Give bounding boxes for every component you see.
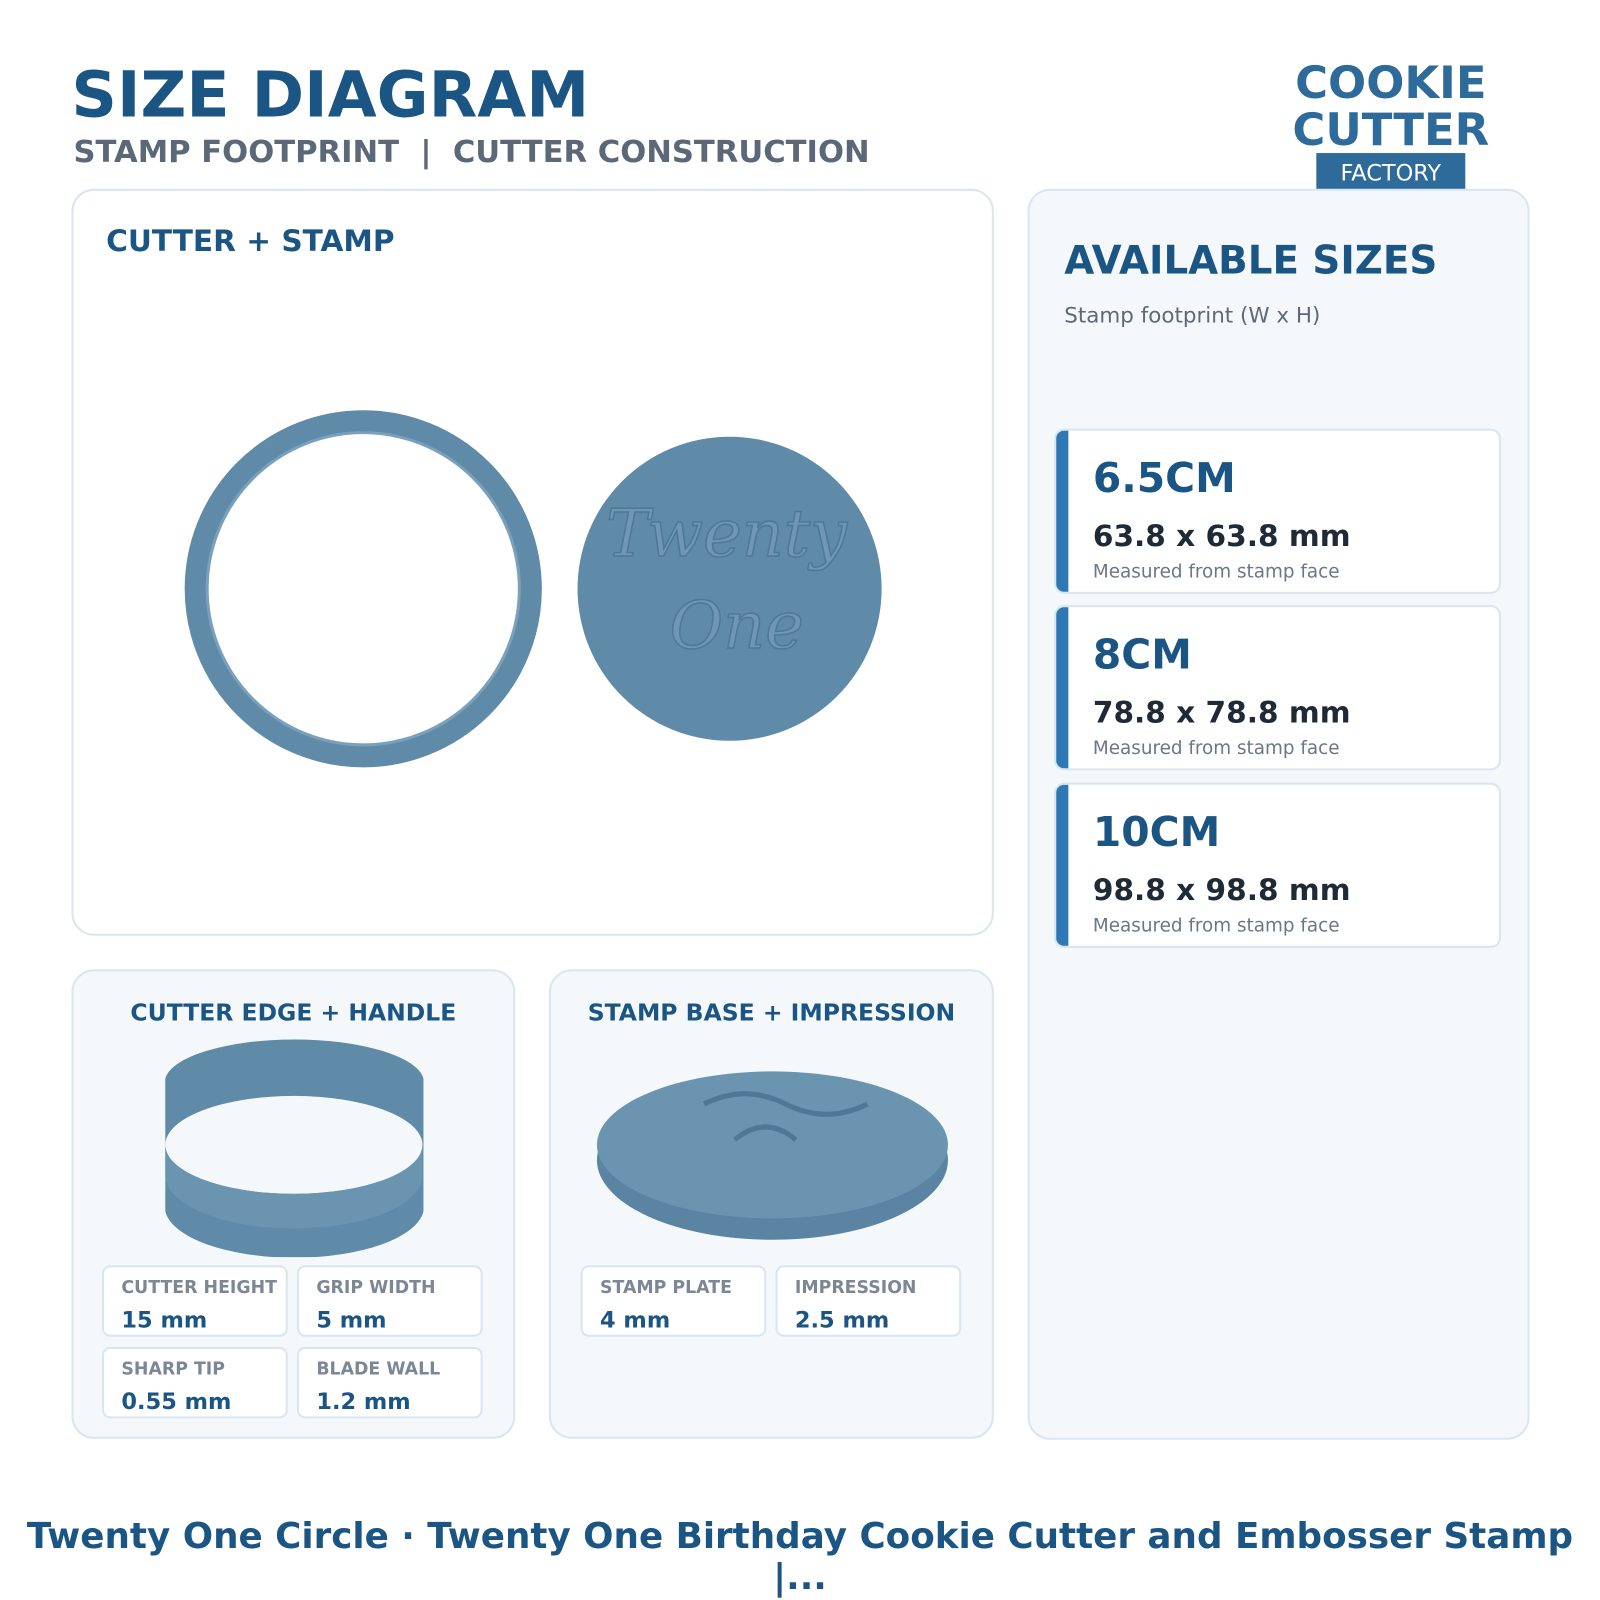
cutter-ring-inner [205,431,521,747]
size-card: 8CM 78.8 x 78.8 mm Measured from stamp fac… [1054,605,1502,771]
panel-title: CUTTER EDGE + HANDLE [130,999,457,1027]
size-name: 6.5CM [1092,455,1236,503]
logo-line: COOKIE [1295,56,1486,109]
logo-line: CUTTER [1292,103,1489,156]
spec-value: 5 mm [316,1308,387,1334]
spec-label: IMPRESSION [794,1277,917,1298]
stamp-impression [702,1091,869,1142]
cutter-ring [184,410,542,768]
cutter-stamp-view: Twenty One [184,410,882,768]
cutter-inner [165,1095,423,1194]
footer-text: Twenty One Circle · Twenty One Birthday … [26,1516,1574,1598]
spec-value: 4 mm [599,1308,671,1334]
card-accent [1056,784,1069,946]
spec-label: STAMP PLATE [599,1277,732,1298]
logo-badge-bg [1316,153,1466,190]
card-accent [1056,430,1069,592]
panel-title: CUTTER + STAMP [106,223,395,259]
spec-box: BLADE WALL 1.2 mm [296,1346,483,1419]
stamp-engraving: One [670,588,804,664]
card-accent [1056,607,1069,769]
page-subtitle: STAMP FOOTPRINT | CUTTER CONSTRUCTION [73,134,870,171]
size-dimensions: 98.8 x 98.8 mm [1092,872,1351,908]
cutter-front [165,1144,423,1229]
size-note: Measured from stamp face [1092,561,1340,583]
cutter-panel: CUTTER EDGE + HANDLE [71,969,516,1439]
stamp-3d-view [596,1071,948,1240]
spec-box: CUTTER HEIGHT 15 mm [102,1265,288,1337]
logo: COOKIE CUTTER FACTORY [1291,55,1490,190]
page-title: SIZE DIAGRAM [71,57,590,132]
cutter-3d-view [165,1039,424,1258]
spec-value: 15 mm [121,1308,208,1334]
spec-label: GRIP WIDTH [316,1277,436,1298]
stamp-engraving: Twenty [606,496,848,572]
spec-label: BLADE WALL [316,1359,441,1380]
spec-box: GRIP WIDTH 5 mm [296,1265,483,1337]
panel-subtitle: Stamp footprint (W x H) [1064,303,1321,328]
stamp-disk [577,436,882,741]
spec-box: STAMP PLATE 4 mm [580,1265,767,1337]
stamp-panel: STAMP BASE + IMPRESSION [548,969,994,1439]
size-name: 8CM [1092,631,1192,679]
panel-title: AVAILABLE SIZES [1064,237,1438,283]
size-note: Measured from stamp face [1092,737,1340,760]
size-name: 10CM [1092,809,1221,857]
spec-value: 0.55 mm [121,1389,232,1416]
logo-badge: FACTORY [1340,161,1441,187]
spec-label: CUTTER HEIGHT [121,1277,277,1298]
size-note: Measured from stamp face [1092,915,1340,937]
main-panel: CUTTER + STAMP Twenty One [71,188,994,936]
spec-box: IMPRESSION 2.5 mm [775,1265,962,1337]
size-dimensions: 63.8 x 63.8 mm [1092,518,1351,554]
stamp-base-top [596,1071,948,1219]
size-dimensions: 78.8 x 78.8 mm [1092,694,1351,730]
spec-label: SHARP TIP [121,1359,225,1380]
spec-value: 2.5 mm [794,1308,890,1334]
size-card: 6.5CM 63.8 x 63.8 mm Measured from stamp f… [1054,428,1502,594]
panel-title: STAMP BASE + IMPRESSION [587,999,956,1027]
spec-box: SHARP TIP 0.55 mm [102,1346,288,1419]
size-card: 10CM 98.8 x 98.8 mm Measured from stamp fa… [1054,782,1502,948]
spec-value: 1.2 mm [316,1389,411,1416]
